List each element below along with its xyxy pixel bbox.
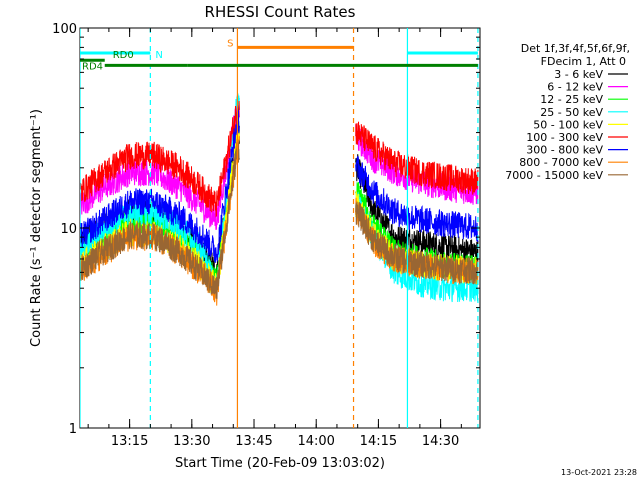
y-axis-label: Count Rate (s⁻¹ detector segment⁻¹) [29, 109, 44, 347]
legend-entry-label: 25 - 50 keV [540, 106, 603, 119]
x-tick-label: 13:30 [173, 434, 210, 449]
x-tick-label: 14:15 [360, 434, 397, 449]
x-axis: 13:15 13:30 13:45 14:00 14:15 14:30 [87, 28, 462, 449]
legend-entry-label: 300 - 800 keV [526, 144, 603, 157]
annotation-label: RD0 [113, 50, 134, 61]
chart-title: RHESSI Count Rates [205, 3, 356, 21]
y-tick-label: 1 [69, 422, 77, 437]
x-axis-label: Start Time (20-Feb-09 13:03:02) [175, 456, 385, 471]
legend-entry-label: 3 - 6 keV [554, 68, 603, 81]
x-tick-label: 14:00 [297, 434, 334, 449]
legend-entry-label: 6 - 12 keV [547, 81, 603, 94]
x-tick-label: 13:15 [111, 434, 148, 449]
series-layer [80, 93, 479, 306]
annotation-label: N [155, 50, 162, 61]
y-tick-label: 10 [60, 222, 77, 237]
y-tick-label: 100 [52, 22, 77, 37]
series-line [80, 139, 479, 299]
legend: Det 1f,3f,4f,5f,6f,9f, FDecim 1, Att 0 3… [505, 42, 630, 182]
annotation-label: S [227, 38, 233, 49]
plot-area: N RD0 RD4 S [80, 28, 479, 428]
footer-timestamp: 13-Oct-2021 23:28 [561, 468, 637, 477]
annotation-label: RD4 [82, 61, 103, 72]
series-line [80, 105, 479, 263]
legend-entry-label: 12 - 25 keV [540, 93, 603, 106]
legend-header-line-1: Det 1f,3f,4f,5f,6f,9f, [521, 42, 630, 55]
legend-entry-label: 800 - 7000 keV [519, 156, 603, 169]
series-line [80, 100, 479, 218]
x-tick-label: 13:45 [235, 434, 272, 449]
y-axis: 1 10 100 [52, 22, 480, 437]
x-tick-label: 14:30 [422, 434, 459, 449]
annotation-layer: N RD0 RD4 S [80, 38, 478, 72]
legend-entry-label: 50 - 100 keV [533, 118, 603, 131]
legend-header-line-2: FDecim 1, Att 0 [541, 55, 626, 68]
legend-entry-label: 100 - 300 keV [526, 131, 603, 144]
legend-entry-label: 7000 - 15000 keV [505, 169, 603, 182]
